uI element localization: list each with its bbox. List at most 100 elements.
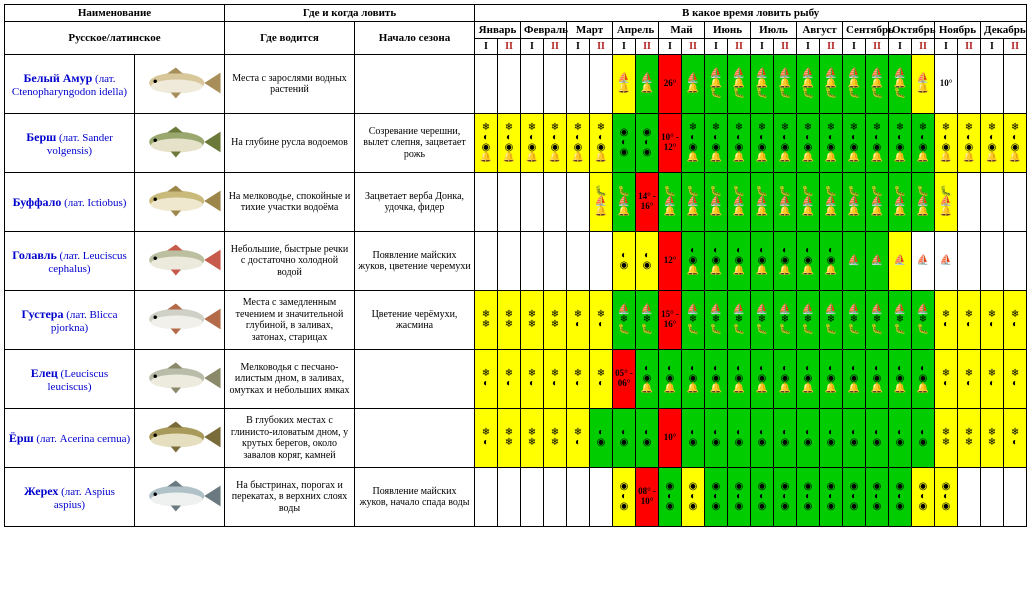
hdr-month: Февраль [521, 22, 567, 39]
cell-icons: ⛵ [940, 256, 952, 266]
period-cell [590, 232, 613, 291]
cell-icons: ❄◐ [1011, 369, 1019, 389]
period-cell: ◉◐◉ [866, 468, 889, 527]
hdr-half: I [567, 39, 590, 55]
period-cell [590, 468, 613, 527]
period-cell: ❄❄ [498, 291, 521, 350]
cell-icons: ❄◐◉🔔 [572, 123, 584, 163]
fish-name-lat: (лат. Ictiobus) [64, 197, 126, 209]
cell-icons: ◐◉🔔 [756, 246, 768, 276]
period-cell: 15° - 16° [659, 291, 682, 350]
period-cell: ◐◉ [728, 409, 751, 468]
period-cell: 🐛⛵🔔 [935, 173, 958, 232]
cell-icons: ⛵🔔🐛 [733, 69, 745, 99]
cell-icons: ❄◐ [482, 369, 490, 389]
fish-name-ru[interactable]: Жерех [24, 484, 58, 498]
period-cell: ◐◉ [705, 409, 728, 468]
period-cell [1004, 232, 1027, 291]
period-cell: ❄◐ [475, 409, 498, 468]
period-cell [475, 468, 498, 527]
fish-name-ru[interactable]: Елец [31, 366, 58, 380]
period-cell: ❄❄ [498, 409, 521, 468]
cell-note: 10° [936, 79, 956, 89]
period-cell: ◐◉🔔 [728, 350, 751, 409]
cell-icons: ⛵🔔 [618, 74, 630, 94]
fish-name-ru[interactable]: Берш [26, 130, 56, 144]
period-cell: ◐◉🔔 [797, 350, 820, 409]
cell-icons: ⛵❄🐛 [733, 305, 745, 335]
period-cell: ◐◉ [613, 409, 636, 468]
fish-name-ru[interactable]: Буффало [13, 195, 62, 209]
cell-icons: ◉◐◉ [712, 482, 721, 512]
fish-name-ru[interactable]: Ёрш [9, 431, 34, 445]
fish-name-cell[interactable]: Буффало (лат. Ictiobus) [5, 173, 135, 232]
cell-icons: 🐛⛵🔔 [664, 187, 676, 217]
cell-icons: ❄❄ [988, 428, 996, 448]
cell-icons: ❄❄ [528, 310, 536, 330]
fish-location: Места с замедленным течением и значитель… [225, 291, 355, 350]
hdr-season: Начало сезона [355, 22, 475, 55]
period-cell: ◐◉🔔 [843, 350, 866, 409]
cell-icons: ❄◐◉🔔 [802, 123, 814, 163]
fish-name-ru[interactable]: Голавль [12, 248, 57, 262]
cell-icons: ❄❄ [505, 428, 513, 448]
cell-icons: ◉◐◉ [735, 482, 744, 512]
cell-icons: ❄❄ [505, 310, 513, 330]
period-cell: 05° - 06° [613, 350, 636, 409]
cell-icons: ◐◉🔔 [664, 364, 676, 394]
period-cell: ⛵🔔🐛 [866, 55, 889, 114]
cell-icons: ⛵🔔🐛 [802, 69, 814, 99]
period-cell: ❄◐◉🔔 [475, 114, 498, 173]
cell-icons: ❄◐◉🔔 [480, 123, 492, 163]
cell-icons: ⛵❄🐛 [756, 305, 768, 335]
period-cell: ◐◉🔔 [820, 232, 843, 291]
hdr-where: Где и когда ловить [225, 5, 475, 22]
period-cell: ❄❄ [958, 409, 981, 468]
fish-name-ru[interactable]: Белый Амур [23, 71, 92, 85]
hdr-half: I [889, 39, 912, 55]
period-cell: ❄◐ [1004, 350, 1027, 409]
period-cell: ❄◐◉🔔 [774, 114, 797, 173]
cell-icons: ❄❄ [482, 310, 490, 330]
cell-icons: ❄◐◉🔔 [756, 123, 768, 163]
fish-name-cell[interactable]: Берш (лат. Sander volgensis) [5, 114, 135, 173]
period-cell: ◉◐◉ [797, 468, 820, 527]
cell-icons: 🐛⛵🔔 [894, 187, 906, 217]
cell-icons: ⛵ [894, 256, 906, 266]
fish-name-cell[interactable]: Жерех (лат. Aspius aspius) [5, 468, 135, 527]
period-cell: 🐛⛵🔔 [820, 173, 843, 232]
fish-season: Цветение черёмухи, жасмина [355, 291, 475, 350]
fish-name-ru[interactable]: Густера [21, 307, 63, 321]
hdr-when: В какое время ловить рыбу [475, 5, 1027, 22]
period-cell: ❄❄ [544, 291, 567, 350]
period-cell: 🐛⛵🔔 [843, 173, 866, 232]
period-cell: ⛵❄🐛 [912, 291, 935, 350]
fish-name-cell[interactable]: Елец (Leuciscus leuciscus) [5, 350, 135, 409]
period-cell: 🐛⛵🔔 [682, 173, 705, 232]
period-cell: ◐◉🔔 [682, 350, 705, 409]
period-cell: ◐◉ [682, 409, 705, 468]
fish-name-cell[interactable]: Белый Амур (лат. Ctenopharyngodon idella… [5, 55, 135, 114]
period-cell [475, 55, 498, 114]
cell-icons: ❄❄ [528, 428, 536, 448]
period-cell: ⛵🔔🐛 [820, 55, 843, 114]
period-cell: ◉◐◉ [728, 468, 751, 527]
fish-name-cell[interactable]: Ёрш (лат. Acerina cernua) [5, 409, 135, 468]
hdr-half: II [728, 39, 751, 55]
period-cell [521, 173, 544, 232]
period-cell: ◉◐◉ [613, 468, 636, 527]
cell-icons: ◐◉ [873, 428, 882, 448]
cell-icons: ◐◉🔔 [894, 364, 906, 394]
fish-name-cell[interactable]: Густера (лат. Blicca pjorkna) [5, 291, 135, 350]
fish-icon [138, 301, 224, 337]
period-cell: ⛵ [935, 232, 958, 291]
period-cell: ❄◐ [958, 350, 981, 409]
period-cell: ⛵❄🐛 [728, 291, 751, 350]
fish-name-cell[interactable]: Голавль (лат. Leuciscus cephalus) [5, 232, 135, 291]
hdr-half: I [751, 39, 774, 55]
period-cell: ◉◐◉ [843, 468, 866, 527]
cell-icons: ◉◐◉ [873, 482, 882, 512]
fish-location: Небольшие, быстрые речки с достаточно хо… [225, 232, 355, 291]
hdr-name-sub: Русское/латинское [5, 22, 225, 55]
cell-icons: ⛵❄🐛 [618, 305, 630, 335]
